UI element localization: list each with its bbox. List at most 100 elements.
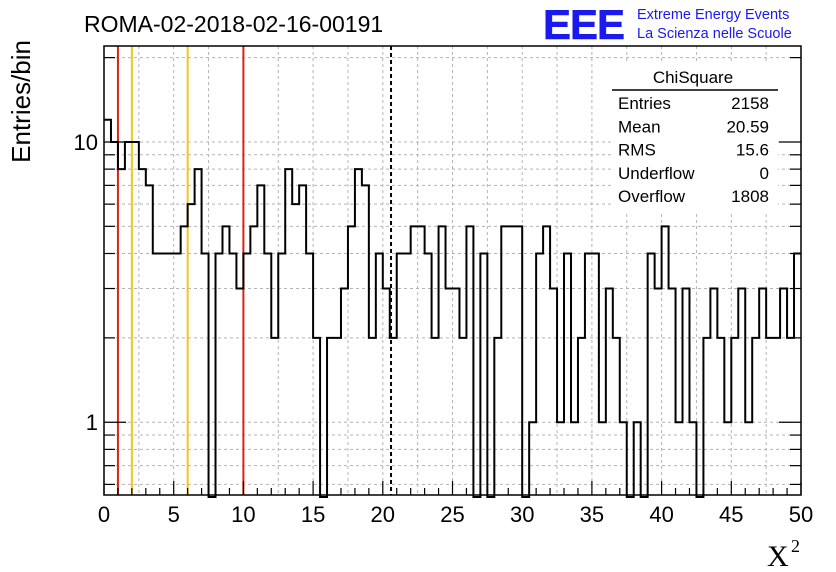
histogram-bin [383,289,390,495]
histogram-bin [578,338,585,495]
histogram-bin [550,289,557,495]
x-tick-label: 50 [789,502,813,527]
stats-row-label: Entries [618,94,671,113]
histogram-bin [766,338,773,495]
histogram-bin [494,338,501,495]
histogram-bin [181,226,188,495]
histogram-bin [432,338,439,495]
brand-line2: La Scienza nelle Scuole [637,26,792,42]
histogram-bin [669,289,676,495]
stats-title: ChiSquare [653,68,733,87]
run-title: ROMA-02-2018-02-16-00191 [84,11,383,37]
histogram-bin [313,338,320,495]
histogram-outline [104,118,801,498]
histogram-bin [369,338,376,495]
histogram-bin [216,253,223,495]
histogram-bin [229,253,236,495]
histogram-bin [250,226,257,495]
x-tick-label: 15 [301,502,325,527]
histogram-bin [710,289,717,495]
axes [103,45,802,496]
histogram-bin [738,289,745,495]
x-tick-label: 30 [510,502,534,527]
x-tick-label: 20 [371,502,395,527]
x-tick-label: 45 [719,502,743,527]
histogram-bin [480,253,487,495]
eee-logo-text: EEE [543,1,624,48]
histogram-bin [683,289,690,495]
stats-row-value: 0 [760,164,769,183]
histogram-bin [243,253,250,495]
brand-line1: Extreme Energy Events [637,7,789,23]
y-axis-label: Entries/bin [6,40,36,163]
histogram-bin [418,226,425,495]
histogram-bin [334,338,341,495]
histogram-bin [111,142,118,495]
histogram-bin [466,226,473,495]
stats-row-value: 1808 [731,187,769,206]
histogram-bin [425,253,432,495]
histogram-bin [703,338,710,495]
histogram-bin [501,226,508,495]
histogram-bin [446,289,453,495]
histogram-bin [202,253,209,495]
histogram-bin [188,204,195,495]
histogram-bin [752,338,759,495]
histogram-bin [731,338,738,495]
histogram-bin [104,120,111,495]
histogram-bin [585,253,592,495]
histogram-bin [271,338,278,495]
histogram-bin [327,338,334,495]
stats-box-background [612,64,778,214]
histogram-bin [592,253,599,495]
histogram-bin [453,289,460,495]
histogram-bin [773,338,780,495]
histogram-bin [222,226,229,495]
tick-labels: 0 5 10 15 20 25 30 35 40 45 50 1 10 [74,130,814,527]
histogram-bin [167,253,174,495]
stats-box: ChiSquare Entries 2158 Mean 20.59 RMS 15.6 Und… [612,64,778,214]
histogram-bin [348,226,355,495]
reference-lines [116,46,393,495]
y-tick-label: 1 [86,410,98,435]
histogram-bars [104,118,801,498]
stats-rows: Entries 2158 Mean 20.59 RMS 15.6 Underflow 0 Ove… [618,94,769,206]
histogram-bin [355,169,362,495]
histogram-bin [411,226,418,495]
stats-row-label: Underflow [618,164,695,183]
histogram-bin [543,226,550,495]
histogram-bin [780,289,787,495]
y-tick-label: 10 [74,130,98,155]
x-axis-label: X 2 [767,536,800,572]
histogram-bin [459,338,466,495]
histogram-bin [160,253,167,495]
histogram-bin [717,338,724,495]
eee-logo: EEE [543,1,626,49]
histogram-bin [648,253,655,495]
histogram-bin [285,169,292,495]
grid-lines [104,46,801,495]
histogram-bin [257,185,264,495]
histogram-bin [606,289,613,495]
histogram-bin [139,169,146,495]
histogram-bin [787,338,794,495]
stats-row-value: 15.6 [736,141,769,160]
histogram-bin [439,226,446,495]
histogram-bin [536,253,543,495]
histogram-bin [397,253,404,495]
histogram-bin [508,226,515,495]
x-tick-label: 10 [231,502,255,527]
histogram-bin [132,142,139,495]
histogram-bin [299,185,306,495]
histogram-bin [404,253,411,495]
x-axis-label-superscript: 2 [791,536,800,556]
histogram-bin [125,142,132,495]
histogram-bin [118,169,125,495]
histogram-bin [195,169,202,495]
stats-row-label: Overflow [618,187,686,206]
x-tick-label: 0 [98,502,110,527]
histogram-bin [278,253,285,495]
x-tick-label: 25 [440,502,464,527]
stats-row-value: 20.59 [726,117,769,136]
